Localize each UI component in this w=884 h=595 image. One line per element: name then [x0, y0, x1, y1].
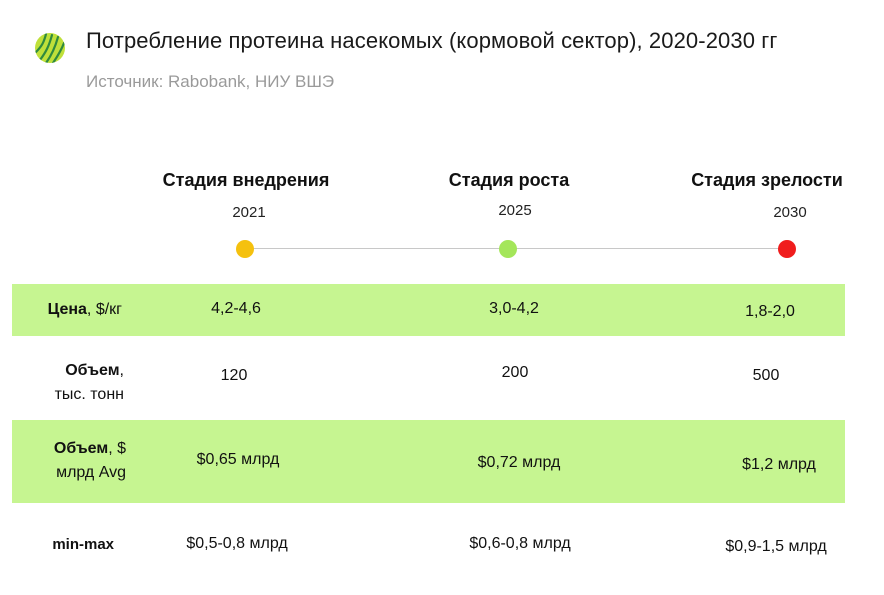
- volume-tonnes-cell-2021: 120: [220, 367, 248, 384]
- stage-intro-label: Стадия внедрения: [162, 170, 330, 190]
- minmax-cell-2021: $0,5-0,8 млрд: [186, 535, 288, 552]
- stage-growth-dot: [499, 240, 517, 258]
- price-row-band: [12, 284, 845, 336]
- stage-maturity-label: Стадия зрелости: [691, 170, 843, 190]
- stage-intro-dot: [236, 240, 254, 258]
- price-cell-2025: 3,0-4,2: [489, 300, 539, 317]
- source-caption: Источник: Rabobank, НИУ ВШЭ: [86, 72, 335, 91]
- stage-growth-year: 2025: [498, 202, 532, 219]
- price-cell-2021: 4,2-4,6: [211, 300, 261, 317]
- stage-growth-label: Стадия роста: [448, 170, 570, 190]
- volume-usd-cell-2025: $0,72 млрд: [477, 454, 561, 471]
- price-cell-2030: 1,8-2,0: [745, 303, 795, 320]
- volume-tonnes-cell-2030: 500: [752, 367, 780, 384]
- volume-usd-cell-2021: $0,65 млрд: [196, 451, 280, 468]
- stage-maturity-dot: [778, 240, 796, 258]
- stage-maturity-year: 2030: [773, 204, 807, 221]
- volume-usd-row-label: Объем, $ млрд Avg: [53, 440, 126, 481]
- volume-tonnes-cell-2025: 200: [501, 364, 529, 381]
- volume-usd-cell-2030: $1,2 млрд: [742, 456, 816, 473]
- stage-intro-year: 2021: [232, 204, 266, 221]
- volume-usd-row-band: [12, 420, 845, 503]
- minmax-row-label: min-max: [52, 536, 114, 553]
- minmax-cell-2025: $0,6-0,8 млрд: [469, 535, 571, 552]
- leaf-circle-logo-icon: [35, 33, 65, 63]
- page-title: Потребление протеина насекомых (кормовой…: [86, 28, 778, 53]
- price-row-label: Цена, $/кг: [47, 301, 122, 318]
- minmax-cell-2030: $0,9-1,5 млрд: [725, 538, 827, 555]
- volume-tonnes-row-label: Объем, тыс. тонн: [54, 362, 124, 403]
